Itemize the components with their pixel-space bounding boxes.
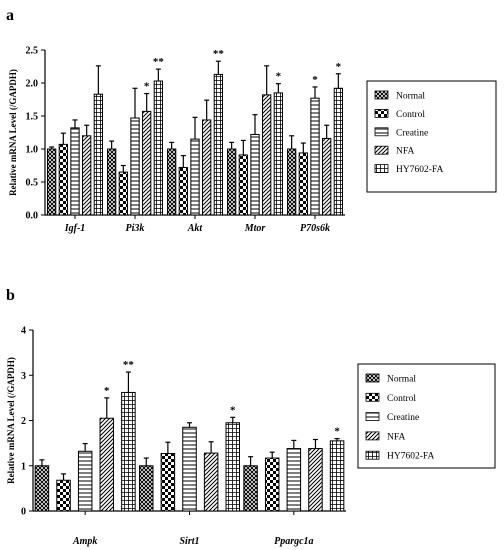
bar [286, 448, 302, 512]
y-tick-label: 1.5 [26, 112, 39, 123]
bar [333, 87, 344, 216]
legend-box [366, 80, 497, 193]
bar [58, 143, 68, 216]
bar [243, 465, 258, 512]
legend-label: NFA [387, 432, 405, 442]
bar [160, 453, 176, 512]
legend-label: HY7602-FA [396, 165, 443, 175]
y-tick-label: 2.0 [26, 79, 39, 90]
bar [56, 479, 71, 512]
bar [298, 152, 308, 216]
y-axis-label: Relative mRNA Level (/GAPDH) [8, 69, 18, 196]
y-tick-label: 0.5 [26, 178, 39, 189]
bar [70, 127, 80, 216]
legend-swatch [374, 127, 389, 137]
legend-swatch [365, 450, 380, 460]
significance-marker: * [104, 385, 110, 397]
significance-marker: * [336, 61, 342, 73]
bar [77, 450, 93, 512]
bar [273, 92, 284, 216]
bar [250, 133, 260, 216]
significance-marker: * [144, 81, 150, 93]
x-tick-label: Sirt1 [179, 536, 199, 547]
bar [308, 448, 323, 512]
bar [121, 391, 136, 512]
bar [178, 166, 188, 216]
significance-marker: ** [213, 48, 225, 60]
legend-label: Creatine [396, 128, 428, 138]
x-tick-label: Mtor [244, 223, 266, 234]
bar [238, 154, 248, 216]
legend-label: Control [396, 110, 425, 120]
y-tick-label: 3 [21, 371, 26, 382]
x-tick-label: Ppargc1a [274, 536, 313, 547]
panel-letter: b [6, 287, 15, 304]
bar [47, 148, 57, 216]
x-tick-label: Igf-1 [64, 223, 86, 234]
legend-label: Creatine [387, 413, 419, 423]
bar [287, 148, 297, 216]
y-tick-label: 4 [21, 326, 26, 337]
legend-label: HY7602-FA [387, 452, 434, 462]
bar [203, 452, 219, 512]
bar [142, 110, 152, 216]
y-tick-label: 2 [21, 416, 26, 427]
y-tick-label: 0.0 [26, 211, 39, 222]
bar [264, 457, 280, 512]
x-tick-label: P70s6k [300, 223, 330, 234]
bar [34, 465, 50, 512]
significance-marker: * [230, 404, 236, 416]
legend-swatch [374, 145, 389, 155]
x-tick-label: Akt [187, 223, 204, 234]
y-tick-label: 0 [21, 507, 26, 518]
chart-panel-b: b 0 1 2 3 4 Relative mRNA Level (/GAPDH) Ampk Si… [6, 287, 496, 547]
y-tick-label: 1 [21, 461, 26, 472]
legend-swatch [365, 392, 380, 402]
significance-marker: ** [153, 56, 165, 68]
x-tick-label: Pi3k [126, 223, 145, 234]
significance-marker: * [312, 74, 318, 86]
legend-swatch [365, 431, 380, 441]
bar [107, 148, 117, 216]
bar [225, 422, 240, 512]
panel-letter: a [6, 7, 14, 24]
bar [82, 135, 92, 216]
bar [227, 148, 237, 216]
legend-swatch [365, 412, 380, 422]
bar [182, 426, 197, 512]
bar [153, 80, 163, 216]
bar [99, 417, 115, 512]
legend-swatch [374, 109, 389, 118]
legend-swatch [365, 373, 380, 383]
bar [190, 138, 200, 216]
bar [213, 73, 223, 216]
legend-box [357, 363, 496, 469]
significance-marker: * [276, 71, 282, 83]
bar [93, 93, 103, 216]
bar [329, 440, 345, 512]
legend-label: Control [387, 394, 416, 404]
legend-swatch [374, 164, 389, 174]
significance-marker: * [334, 426, 340, 438]
legend-label: Normal [396, 92, 425, 102]
legend-swatch [374, 90, 389, 100]
y-axis-label: Relative mRNA Level (/GAPDH) [6, 357, 16, 484]
bar [139, 465, 154, 512]
bar [310, 97, 320, 216]
bar [322, 137, 332, 216]
bar [167, 148, 177, 216]
significance-marker: ** [123, 359, 135, 371]
bar [262, 94, 272, 216]
y-tick-label: 1.0 [26, 145, 39, 156]
legend-label: Normal [387, 375, 416, 385]
chart-panel-a: a 0.0 0.5 1.0 1.5 2.0 2.5 Relative mRNA Level (… [6, 7, 497, 234]
bar [130, 117, 140, 216]
legend-label: NFA [396, 147, 414, 157]
bar [118, 171, 128, 216]
y-tick-label: 2.5 [26, 46, 39, 57]
x-tick-label: Ampk [72, 536, 97, 547]
bar [202, 119, 212, 216]
